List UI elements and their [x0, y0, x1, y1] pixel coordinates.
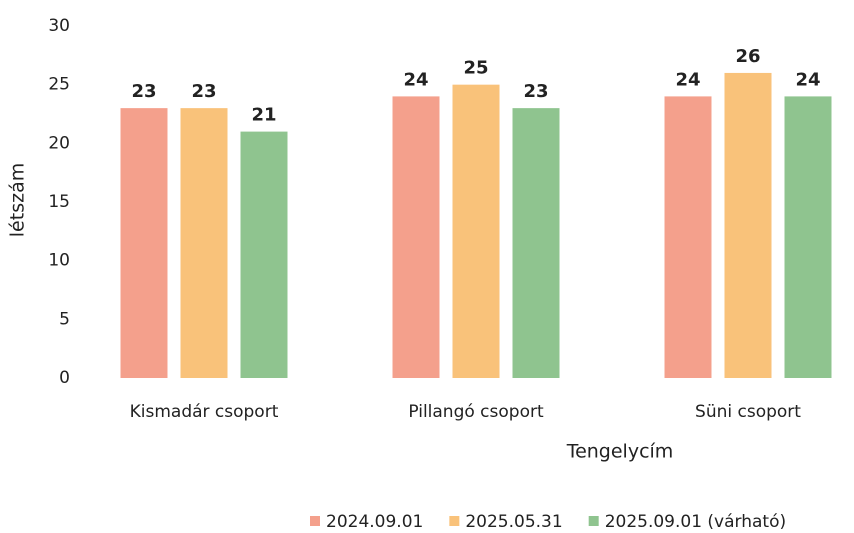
data-label: 25 [463, 58, 488, 79]
data-label: 23 [191, 81, 216, 102]
x-axis-title: Tengelycím [566, 441, 674, 463]
bar [724, 72, 772, 378]
bar [120, 108, 168, 378]
data-label: 21 [251, 105, 276, 126]
bar [664, 96, 712, 379]
data-label: 24 [795, 69, 820, 90]
legend-label: 2025.09.01 (várható) [605, 512, 786, 532]
data-label: 23 [523, 81, 548, 102]
bar [392, 96, 440, 379]
bar [452, 84, 500, 379]
legend-label: 2024.09.01 [326, 512, 423, 532]
data-label: 26 [735, 46, 760, 67]
y-axis-title: létszám [7, 163, 29, 237]
y-tick-label: 0 [59, 368, 70, 388]
x-tick-label: Süni csoport [695, 402, 801, 422]
bar [180, 108, 228, 378]
data-label: 24 [403, 69, 428, 90]
legend-label: 2025.05.31 [465, 512, 562, 532]
y-tick-label: 30 [48, 16, 70, 36]
y-tick-label: 10 [48, 251, 70, 271]
legend-swatch [310, 516, 320, 526]
y-tick-label: 15 [48, 192, 70, 212]
y-tick-label: 25 [48, 75, 70, 95]
data-label: 23 [131, 81, 156, 102]
legend-swatch [449, 516, 460, 526]
bar [240, 131, 288, 378]
x-tick-label: Pillangó csoport [408, 402, 544, 422]
y-tick-label: 5 [59, 309, 70, 329]
x-tick-label: Kismadár csoport [130, 402, 279, 422]
y-tick-label: 20 [48, 133, 70, 153]
bar [512, 108, 560, 378]
data-label: 24 [675, 69, 700, 90]
bar [784, 96, 832, 379]
legend-swatch [588, 516, 599, 526]
